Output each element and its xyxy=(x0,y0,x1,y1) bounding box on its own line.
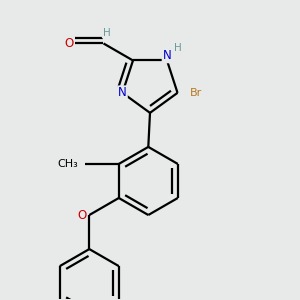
Text: O: O xyxy=(77,208,86,221)
Text: O: O xyxy=(65,37,74,50)
Text: H: H xyxy=(174,43,182,53)
Text: Br: Br xyxy=(190,88,202,98)
Text: H: H xyxy=(103,28,110,38)
Text: N: N xyxy=(118,86,127,99)
Text: CH₃: CH₃ xyxy=(58,159,79,169)
Text: N: N xyxy=(163,49,171,62)
